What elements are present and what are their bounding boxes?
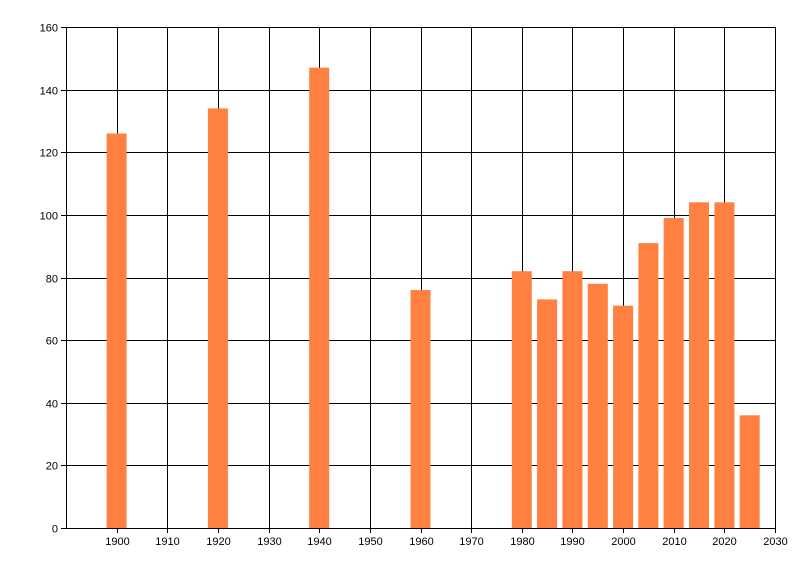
x-tick-label: 1950 (358, 536, 382, 548)
x-tick-label: 1930 (257, 536, 281, 548)
x-tick-label: 1980 (510, 536, 534, 548)
bar (638, 243, 659, 528)
y-tick-label: 0 (52, 524, 58, 536)
x-tick-label: 2030 (763, 536, 787, 548)
bar (562, 271, 583, 528)
x-tick-label: 1970 (459, 536, 483, 548)
bar (689, 202, 709, 529)
y-tick-label: 60 (46, 336, 58, 348)
bar (511, 271, 532, 528)
y-tick-label: 40 (46, 399, 58, 411)
x-tick-label: 1940 (307, 536, 331, 548)
x-tick-label: 2020 (712, 536, 736, 548)
tick-labels: 0 20 40 60 80 100 120 140 160 1900 1910 1920 1930 194… (40, 23, 788, 549)
bar (410, 290, 431, 528)
y-tick-label: 20 (46, 461, 58, 473)
axes (61, 27, 776, 533)
x-tick-label: 1910 (155, 536, 179, 548)
y-tick-label: 80 (46, 274, 58, 286)
y-tick-label: 120 (40, 148, 58, 160)
x-tick-label: 1900 (105, 536, 129, 548)
bar (613, 305, 634, 528)
y-tick-label: 140 (40, 86, 58, 98)
bar (207, 108, 228, 529)
x-tick-label: 1990 (560, 536, 584, 548)
x-tick-label: 2000 (611, 536, 635, 548)
y-tick-label: 160 (40, 23, 58, 35)
bar (587, 283, 608, 528)
bar (739, 415, 760, 528)
x-tick-label: 2010 (662, 536, 686, 548)
x-tick-label: 1920 (206, 536, 230, 548)
x-tick-label: 1960 (409, 536, 433, 548)
bar (309, 67, 330, 528)
bar (106, 133, 127, 528)
y-tick-label: 100 (40, 211, 58, 223)
bar (714, 202, 735, 529)
bar-series (106, 67, 760, 529)
bar (537, 299, 558, 528)
bar (663, 218, 684, 528)
